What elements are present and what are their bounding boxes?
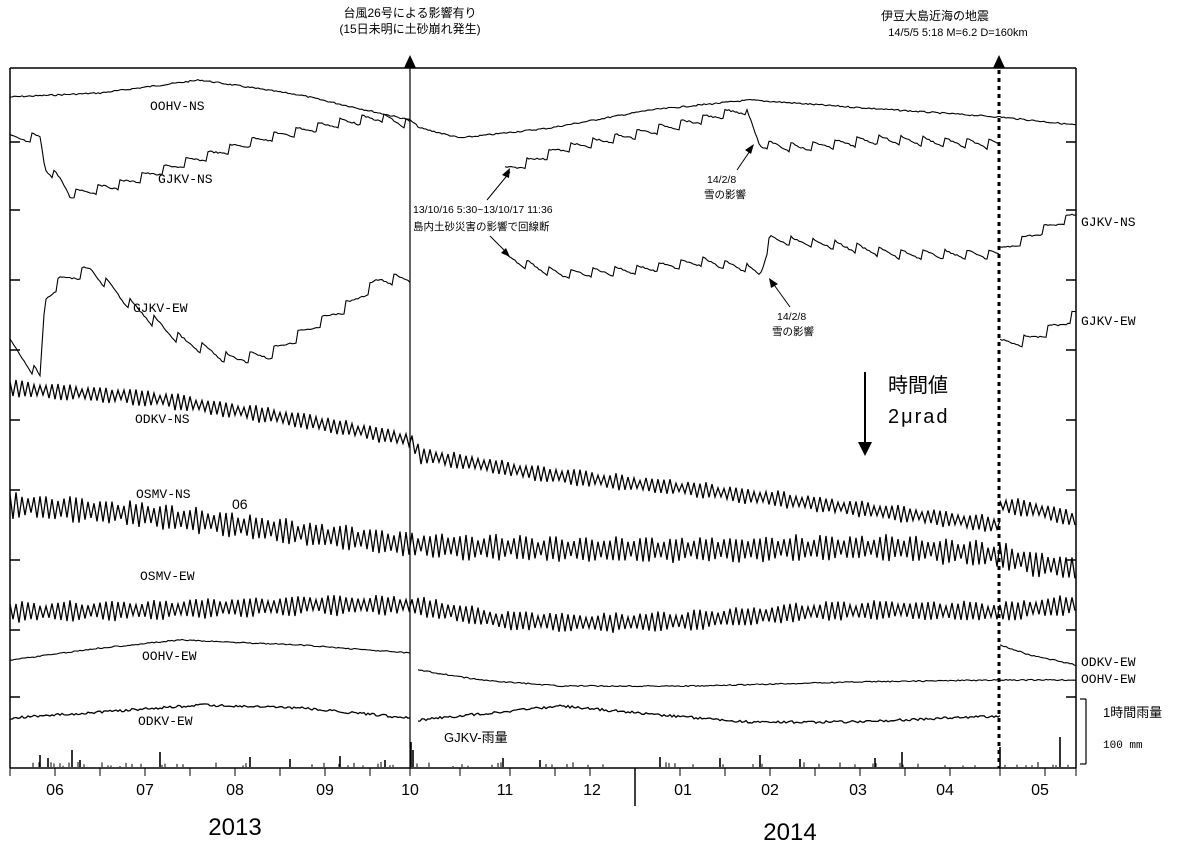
x-month-label: 11 <box>497 782 514 799</box>
tilt-scale-value: 2μrad <box>888 406 950 428</box>
rain-scale-label: 1時間雨量 <box>1103 705 1162 720</box>
tilt-scale-arrow-head <box>858 442 872 456</box>
quake-annotation-line1: 伊豆大島近海の地震 <box>881 8 989 23</box>
snow2-arrow-head <box>769 278 778 288</box>
x-month-label: 10 <box>401 782 419 799</box>
x-year-label: 2014 <box>763 819 816 846</box>
outage-annotation-line2: 島内土砂災害の影響で回線断 <box>413 220 550 233</box>
trace-oohv-ns <box>10 78 1076 139</box>
rain-scale-value: 100 mm <box>1103 740 1143 752</box>
right-label-odkv-ew: ODKV-EW <box>1081 655 1136 670</box>
snow2-text: 雪の影響 <box>772 325 814 338</box>
label-gjkv-ns: GJKV-NS <box>158 172 213 187</box>
x-month-label: 12 <box>583 782 601 799</box>
label-oohv-ns: OOHV-NS <box>150 99 205 114</box>
trace-odkv-ew <box>10 703 1001 724</box>
rain-bars <box>32 737 1069 767</box>
trace-osmv-ew <box>9 594 1076 633</box>
trace-odkv-ns <box>9 379 1076 532</box>
typhoon-annotation-line1: 台風26号による影響有り <box>344 5 477 20</box>
outage-arrow-up-head <box>502 168 510 178</box>
typhoon-annotation-line2: (15日未明に土砂崩れ発生) <box>339 22 480 36</box>
label-osmv-ns: OSMV-NS <box>136 487 191 502</box>
right-label-gjkv-ns: GJKV-NS <box>1081 215 1136 230</box>
label-osmv-ew: OSMV-EW <box>140 569 195 584</box>
outage-arrow-down-head <box>501 248 510 257</box>
stray-label: 06 <box>232 496 248 512</box>
snow2-arrow <box>771 281 791 308</box>
traces <box>9 78 1077 724</box>
typhoon-arrow-head <box>404 55 416 68</box>
x-axis: 06 07 08 09 10 11 12 01 02 03 04 05 2013 2014 <box>9 768 1077 846</box>
x-month-label: 05 <box>1031 782 1049 799</box>
quake-annotation-line2: 14/5/5 5:18 M=6.2 D=160km <box>888 27 1027 39</box>
x-month-label: 07 <box>136 782 154 799</box>
x-month-label: 08 <box>226 782 244 799</box>
x-month-label: 09 <box>316 782 334 799</box>
x-month-label: 02 <box>761 782 779 799</box>
x-month-label: 03 <box>849 782 867 799</box>
snow2-date: 14/2/8 <box>777 311 806 323</box>
snow1-arrow-head <box>745 144 754 154</box>
outage-annotation-line1: 13/10/16 5:30~13/10/17 11:36 <box>413 204 553 216</box>
quake-arrow-head <box>993 55 1005 68</box>
right-label-gjkv-ew: GJKV-EW <box>1081 314 1136 329</box>
x-month-label: 04 <box>936 782 954 799</box>
label-gjkv-ew: GJKV-EW <box>133 301 188 316</box>
x-month-label: 01 <box>674 782 692 799</box>
x-year-label: 2013 <box>208 814 261 841</box>
tilt-scale-title: 時間値 <box>888 374 948 397</box>
trace-gjkv-ns <box>9 108 1077 279</box>
trace-gjkv-ew <box>9 266 1077 378</box>
label-odkv-ns: ODKV-NS <box>135 412 190 427</box>
snow1-text: 雪の影響 <box>704 188 746 201</box>
label-oohv-ew: OOHV-EW <box>142 649 197 664</box>
label-rain: GJKV-雨量 <box>444 730 508 745</box>
trace-oohv-ew <box>10 638 1077 688</box>
label-odkv-ew: ODKV-EW <box>138 714 193 729</box>
snow1-date: 14/2/8 <box>707 174 736 186</box>
trace-osmv-ns <box>9 492 1076 579</box>
x-month-label: 06 <box>46 782 64 799</box>
right-label-oohv-ew: OOHV-EW <box>1081 672 1136 687</box>
